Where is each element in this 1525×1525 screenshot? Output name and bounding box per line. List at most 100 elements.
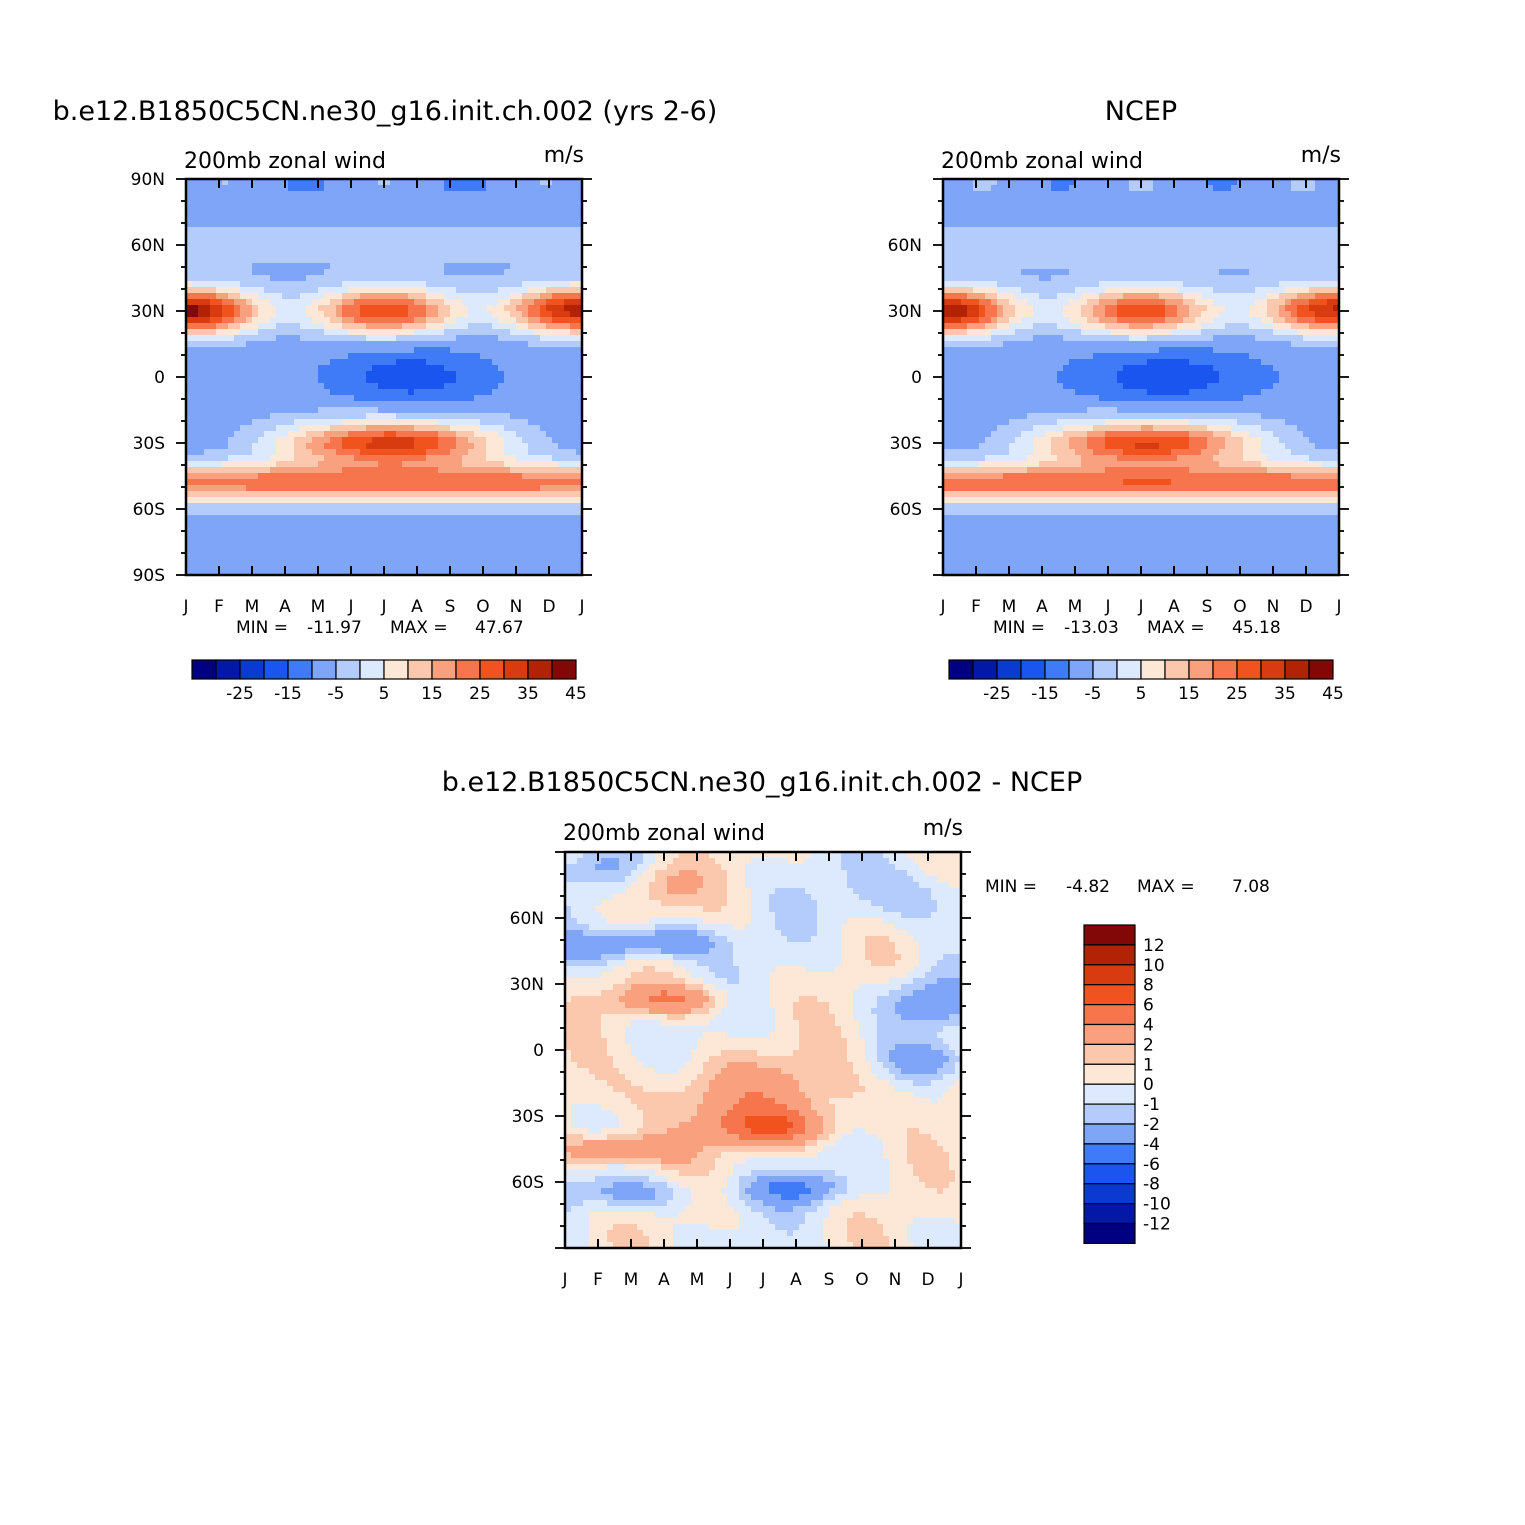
contour-cell (468, 395, 475, 402)
contour-cell (372, 353, 379, 360)
contour-cell (456, 377, 463, 384)
contour-cell (534, 293, 541, 300)
contour-cell (246, 227, 253, 234)
contour-cell (486, 503, 493, 510)
contour-cell (324, 509, 331, 516)
contour-cell (504, 557, 511, 564)
contour-cell (216, 551, 223, 558)
contour-cell (216, 539, 223, 546)
contour-cell (198, 305, 205, 312)
contour-cell (312, 197, 319, 204)
contour-cell (288, 449, 295, 456)
contour-cell (210, 503, 217, 510)
contour-cell (396, 257, 403, 264)
contour-cell (288, 563, 295, 570)
contour-cell (348, 461, 355, 468)
contour-cell (1033, 221, 1040, 228)
contour-cell (354, 341, 361, 348)
contour-cell (1159, 215, 1166, 222)
contour-cell (204, 563, 211, 570)
contour-cell (192, 377, 199, 384)
contour-cell (348, 317, 355, 324)
contour-cell (438, 197, 445, 204)
contour-cell (318, 293, 325, 300)
contour-cell (516, 557, 523, 564)
contour-cell (540, 269, 547, 276)
contour-cell (288, 437, 295, 444)
contour-cell (534, 473, 541, 480)
contour-cell (264, 221, 271, 228)
contour-cell (510, 515, 517, 522)
contour-cell (396, 401, 403, 408)
contour-cell (408, 461, 415, 468)
contour-cell (408, 353, 415, 360)
contour-cell (216, 221, 223, 228)
contour-cell (943, 179, 950, 186)
contour-cell (360, 299, 367, 306)
contour-cell (300, 305, 307, 312)
contour-cell (450, 515, 457, 522)
contour-cell (252, 275, 259, 282)
contour-cell (228, 551, 235, 558)
contour-cell (270, 437, 277, 444)
contour-cell (528, 515, 535, 522)
contour-cell (444, 365, 451, 372)
contour-cell (432, 287, 439, 294)
contour-cell (474, 425, 481, 432)
contour-cell (366, 563, 373, 570)
contour-cell (366, 425, 373, 432)
contour-cell (528, 359, 535, 366)
contour-cell (480, 557, 487, 564)
contour-cell (276, 245, 283, 252)
contour-cell (342, 551, 349, 558)
contour-cell (246, 425, 253, 432)
contour-cell (276, 563, 283, 570)
contour-cell (276, 485, 283, 492)
contour-cell (570, 335, 577, 342)
contour-cell (384, 341, 391, 348)
contour-cell (384, 377, 391, 384)
contour-cell (456, 317, 463, 324)
contour-cell (324, 527, 331, 534)
contour-cell (414, 317, 421, 324)
contour-cell (979, 209, 986, 216)
contour-cell (348, 365, 355, 372)
contour-cell (258, 383, 265, 390)
contour-cell (1261, 179, 1268, 186)
contour-cell (378, 377, 385, 384)
contour-cell (288, 305, 295, 312)
contour-cell (991, 179, 998, 186)
contour-cell (234, 503, 241, 510)
contour-cell (558, 335, 565, 342)
contour-cell (1063, 197, 1070, 204)
contour-cell (1051, 185, 1058, 192)
contour-cell (252, 269, 259, 276)
contour-cell (492, 485, 499, 492)
contour-cell (528, 395, 535, 402)
contour-cell (348, 263, 355, 270)
contour-cell (336, 491, 343, 498)
contour-cell (222, 449, 229, 456)
contour-cell (552, 461, 559, 468)
contour-cell (276, 329, 283, 336)
contour-cell (318, 557, 325, 564)
contour-cell (534, 509, 541, 516)
contour-cell (204, 227, 211, 234)
contour-cell (384, 395, 391, 402)
contour-cell (336, 185, 343, 192)
contour-cell (474, 497, 481, 504)
contour-cell (540, 179, 547, 186)
contour-cell (516, 251, 523, 258)
contour-cell (312, 533, 319, 540)
contour-cell (450, 383, 457, 390)
contour-cell (462, 551, 469, 558)
contour-cell (444, 275, 451, 282)
contour-cell (246, 527, 253, 534)
contour-cell (390, 347, 397, 354)
contour-cell (534, 425, 541, 432)
contour-cell (252, 329, 259, 336)
contour-cell (282, 185, 289, 192)
contour-cell (438, 179, 445, 186)
contour-cell (558, 299, 565, 306)
contour-cell (1033, 197, 1040, 204)
